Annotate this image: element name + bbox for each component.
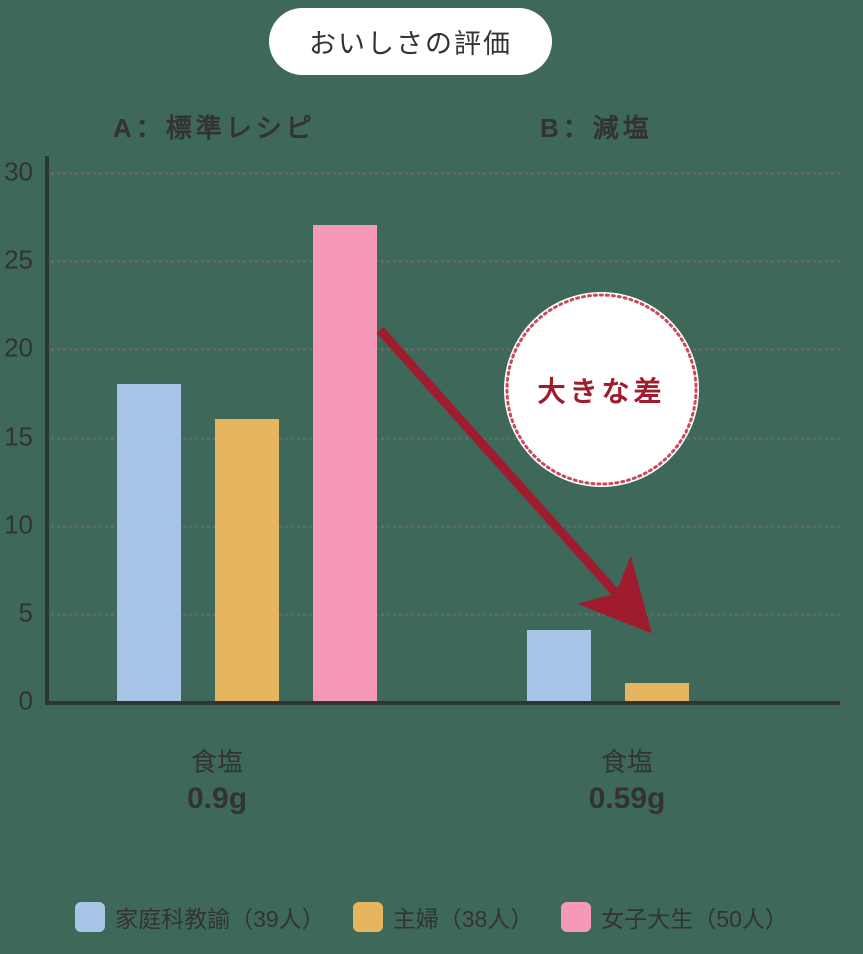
chart-title-pill: おいしさの評価 [269, 8, 552, 75]
legend-swatch [561, 902, 591, 932]
callout-border [504, 292, 699, 487]
group-label-a: A：標準レシピ [113, 108, 316, 145]
y-tick-label: 30 [4, 157, 33, 188]
y-tick-label: 5 [19, 597, 33, 628]
callout-circle: 大きな差 [504, 292, 699, 487]
legend-label: 主婦（38人） [393, 900, 534, 934]
y-tick-label: 25 [4, 245, 33, 276]
x-label-a-top: 食塩 [117, 742, 317, 779]
chart-title: おいしさの評価 [309, 29, 512, 59]
legend-swatch [75, 902, 105, 932]
y-tick-label: 10 [4, 509, 33, 540]
legend-item: 女子大生（50人） [561, 900, 788, 934]
group-label-b: B：減塩 [540, 108, 653, 145]
legend-label: 女子大生（50人） [601, 900, 788, 934]
x-label-b-bottom: 0.59g [527, 782, 727, 816]
chart-area: 051015202530 [45, 156, 840, 704]
legend-item: 家庭科教諭（39人） [75, 900, 325, 934]
legend-item: 主婦（38人） [353, 900, 534, 934]
y-tick-label: 0 [19, 686, 33, 717]
x-label-a-bottom: 0.9g [117, 782, 317, 816]
x-label-b-top: 食塩 [527, 742, 727, 779]
legend: 家庭科教諭（39人） 主婦（38人） 女子大生（50人） [0, 900, 863, 934]
y-tick-label: 20 [4, 333, 33, 364]
legend-label: 家庭科教諭（39人） [115, 900, 325, 934]
y-tick-label: 15 [4, 421, 33, 452]
decline-arrow [45, 156, 840, 704]
legend-swatch [353, 902, 383, 932]
